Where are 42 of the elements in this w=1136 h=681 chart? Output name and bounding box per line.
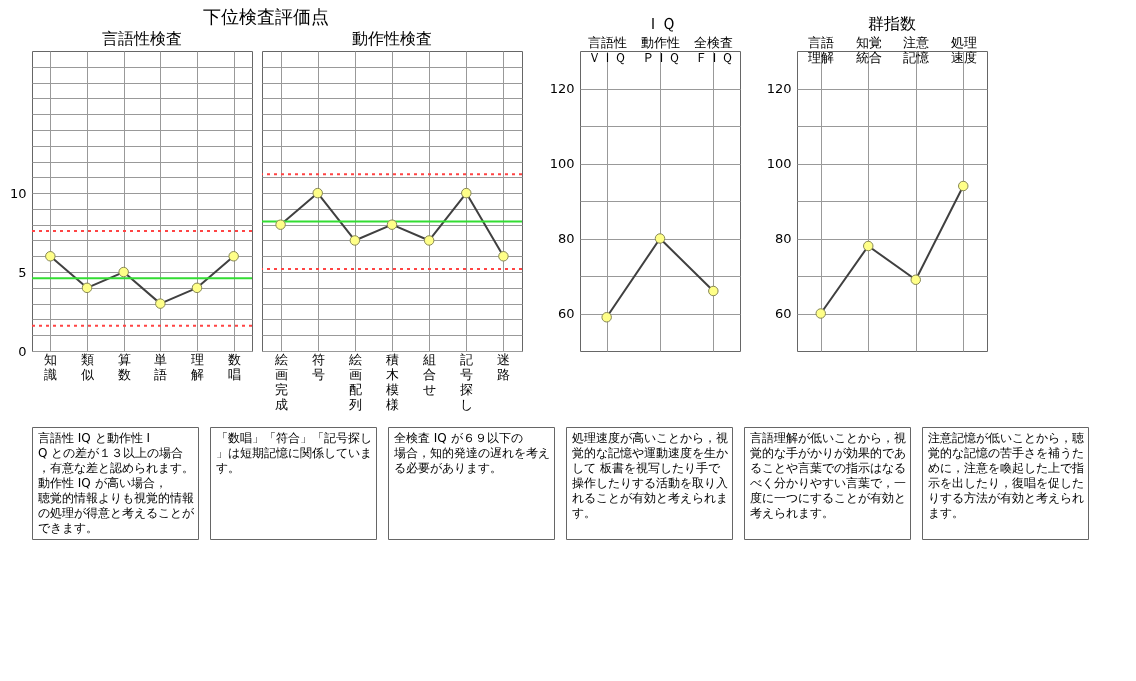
text: 「数唱」「符合」「記号探し」は短期記憶に関係しています。: [216, 431, 372, 475]
y-tick-label: 80: [557, 231, 575, 246]
y-tick-label: 100: [549, 156, 575, 171]
text: 言語理解が低いことから，視覚的な手がかりが効果的であることや言葉での指示はなるべく分かりやすい言葉で，一度に一つにすることが有効と考えられます。: [750, 431, 906, 520]
text: 言語性 IQ と動作性 IQ との差が１３以上の場合，有意な差と認められます。動作性 IQ が高い場合，聴覚的情報よりも視覚的情報の処理が得意と考えることができます。: [38, 431, 195, 535]
chart-title: 群指数: [868, 14, 916, 33]
text: 全検査 IQ が６９以下の場合，知的発達の遅れを考える必要があります。: [393, 431, 550, 475]
y-tick-label: 80: [774, 231, 792, 246]
x-tick-label: 数唱: [227, 351, 241, 382]
y-tick-label: 10: [9, 185, 27, 201]
x-tick-label: 絵画配列: [347, 351, 362, 412]
x-tick-label: 単語: [154, 351, 168, 382]
chart-title: ＩＱ: [644, 14, 676, 33]
x-tick-label: 積木模様: [386, 351, 399, 412]
text: 処理速度が高いことから，視覚的な記憶や運動速度を生かして 板書を視写したり手で操作したりする活動を取り入れることが有効と考えられます。: [572, 431, 728, 520]
y-tick-label: 100: [766, 156, 792, 171]
y-tick-label: 0: [18, 343, 27, 359]
x-tick-label: 絵画完成: [273, 351, 288, 412]
x-tick-label: 知覚統合: [855, 34, 882, 65]
x-tick-label: 処理速度: [950, 34, 977, 65]
chart-subtitle: 動作性検査: [352, 29, 432, 48]
x-tick-label: 理解: [191, 351, 204, 382]
y-tick-label: 5: [18, 264, 27, 280]
y-tick-label: 120: [766, 81, 792, 96]
x-tick-label: 言語性ＶＩＱ: [587, 34, 627, 65]
x-tick-label: 注意記憶: [903, 34, 930, 65]
x-tick-label: 動作性ＰＩＱ: [641, 34, 680, 65]
x-tick-label: 記号探し: [460, 351, 474, 412]
y-tick-label: 60: [774, 306, 792, 321]
y-tick-label: 60: [557, 306, 575, 321]
x-tick-label: 算数: [117, 351, 131, 382]
x-tick-label: 知識: [44, 351, 58, 382]
x-tick-label: 迷路: [497, 351, 511, 382]
y-tick-label: 120: [549, 81, 575, 96]
text: 注意記憶が低いことから，聴覚的な記憶の苦手さを補うために，注意を喚起した上で指示を出したり，復唱を促したりする方法が有効と考えられます。: [928, 431, 1084, 520]
x-tick-label: 類似: [81, 351, 94, 382]
chart-subtitle: 言語性検査: [102, 29, 182, 48]
x-tick-label: 符号: [311, 351, 325, 382]
chart-title: 下位検査評価点: [203, 5, 330, 27]
x-tick-label: 全検査ＦＩＱ: [694, 34, 734, 65]
x-tick-label: 言語理解: [808, 34, 835, 65]
x-tick-label: 組合せ: [422, 351, 437, 397]
